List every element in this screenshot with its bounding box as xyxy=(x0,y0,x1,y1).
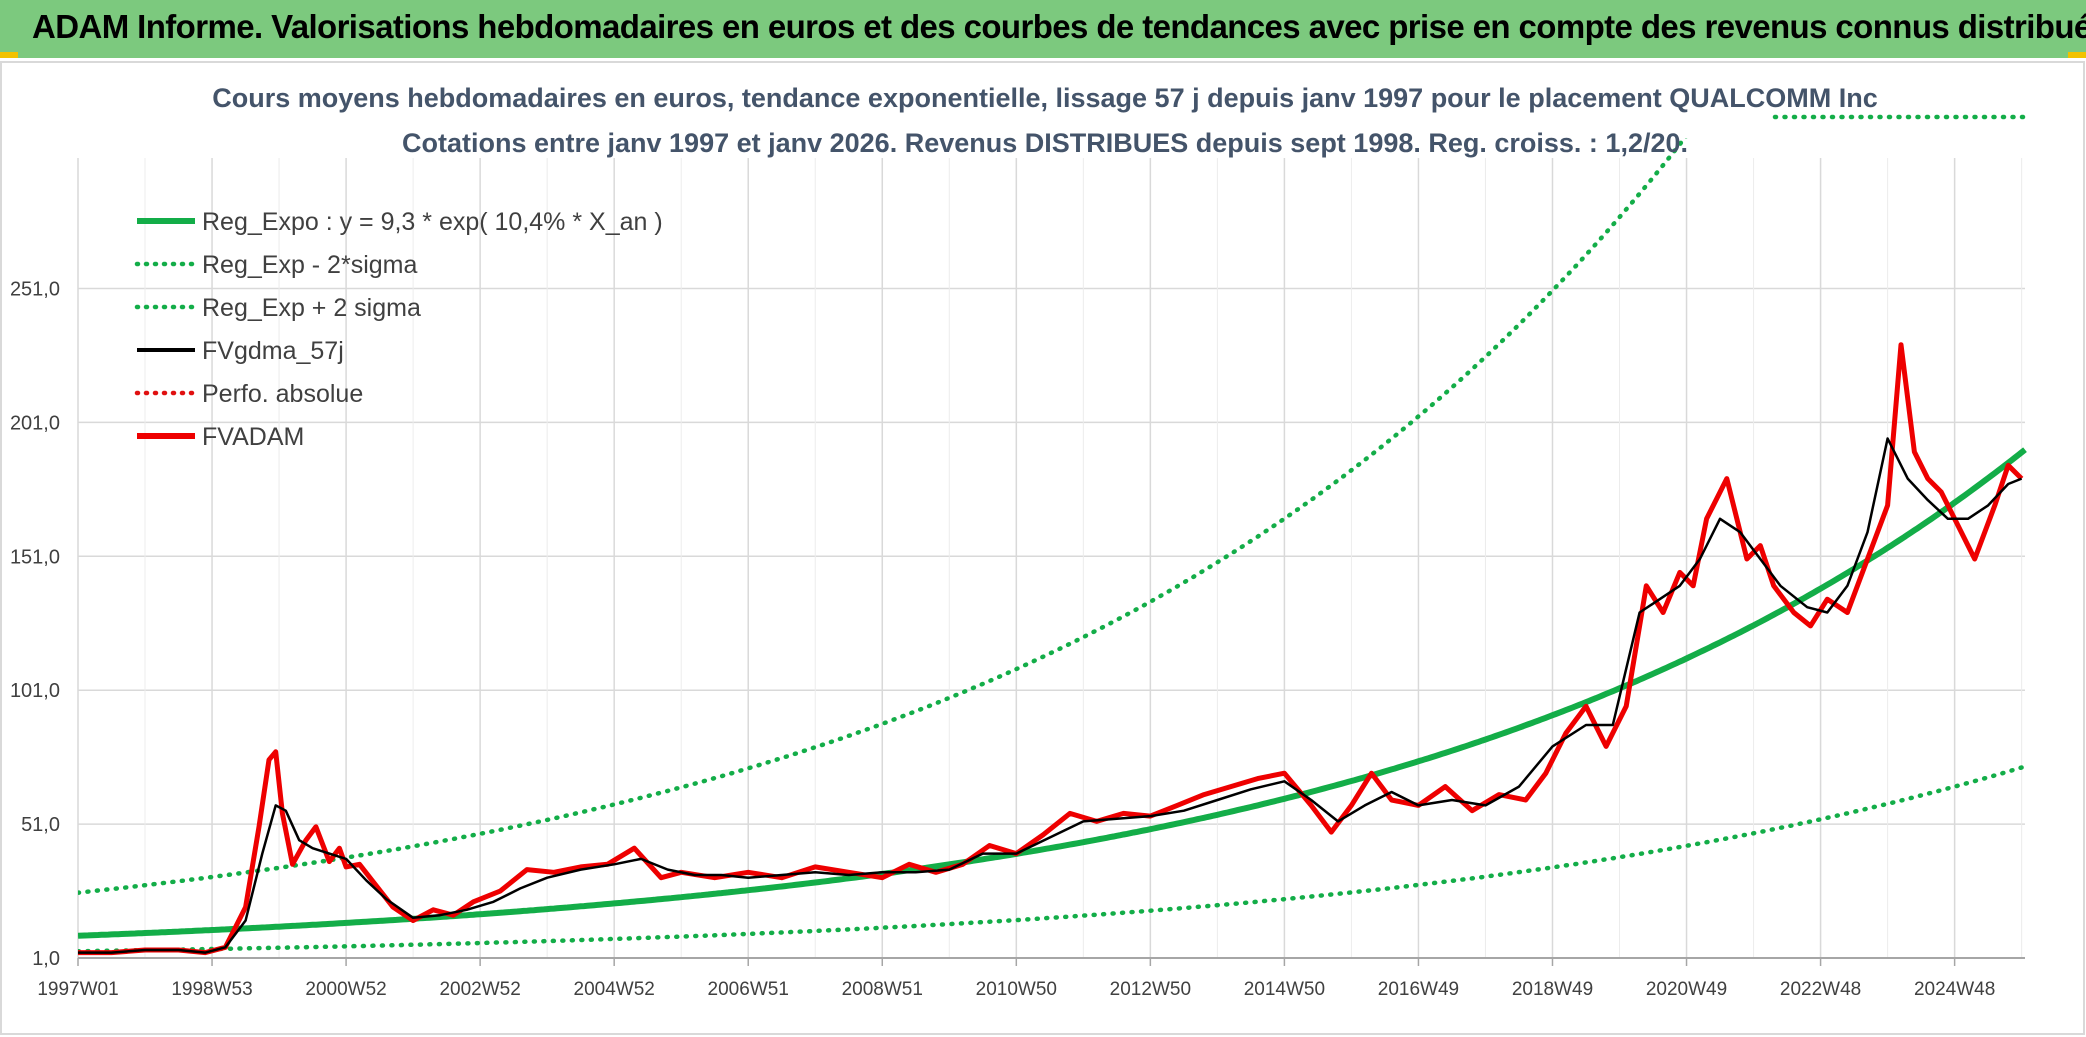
series-reg-expo xyxy=(78,447,2027,939)
y-tick-label: 201,0 xyxy=(10,412,60,434)
x-tick-label: 2000W52 xyxy=(305,979,386,1000)
x-tick-label: 2016W49 xyxy=(1378,979,1459,1000)
chart-frame: 1,0 51,0 101,0 151,0 201,0 251,0 1997W01 1998W5… xyxy=(0,58,2086,1037)
y-tick-label: 151,0 xyxy=(10,546,60,568)
y-tick-label: 101,0 xyxy=(10,680,60,702)
chart-title: Cours moyens hebdomadaires en euros, ten… xyxy=(212,83,1877,113)
chart-legend: Reg_Expo : y = 9,3 * exp( 10,4% * X_an )… xyxy=(134,208,663,451)
y-tick-label: 251,0 xyxy=(10,279,60,301)
y-tick-label: 51,0 xyxy=(21,814,60,836)
series-reg-exp-minus-2sigma xyxy=(78,764,2028,954)
series-fvgdma-57j xyxy=(78,437,2023,954)
x-tick-label: 2018W49 xyxy=(1512,979,1593,1000)
y-tick-label: 1,0 xyxy=(32,948,60,970)
x-tick-label: 1997W01 xyxy=(37,979,118,1000)
chart-subtitle: Cotations entre janv 1997 et janv 2026. … xyxy=(402,128,1688,158)
legend-label: FVADAM xyxy=(202,423,304,451)
report-title: ADAM Informe. Valorisations hebdomadaire… xyxy=(32,8,2086,45)
axis-layer: 1,0 51,0 101,0 151,0 201,0 251,0 1997W01 1998W5… xyxy=(10,114,2028,1000)
report-banner: ADAM Informe. Valorisations hebdomadaire… xyxy=(0,0,2086,59)
legend-label: Reg_Exp - 2*sigma xyxy=(202,251,417,279)
series-fvadam xyxy=(78,342,2024,956)
series-reg-exp-plus-2sigma xyxy=(78,138,1688,895)
x-tick-label: 2004W52 xyxy=(574,979,655,1000)
x-tick-label: 2022W48 xyxy=(1780,979,1861,1000)
x-tick-label: 2014W50 xyxy=(1244,979,1325,1000)
banner-corner-right xyxy=(2068,52,2086,58)
chart-background xyxy=(0,58,2086,1037)
legend-label: Reg_Exp + 2 sigma xyxy=(202,294,421,322)
x-tick-label: 2010W50 xyxy=(976,979,1057,1000)
x-tick-label: 2006W51 xyxy=(708,979,789,1000)
x-tick-label: 2002W52 xyxy=(439,979,520,1000)
grid-layer xyxy=(77,158,2025,959)
legend-label: FVgdma_57j xyxy=(202,337,344,365)
banner-corner-left xyxy=(0,52,18,58)
legend-label: Perfo. absolue xyxy=(202,380,363,408)
x-tick-label: 2008W51 xyxy=(842,979,923,1000)
series-layer xyxy=(78,138,2028,956)
x-tick-label: 1998W53 xyxy=(171,979,252,1000)
x-tick-label: 2012W50 xyxy=(1110,979,1191,1000)
x-tick-label: 2024W48 xyxy=(1914,979,1995,1000)
chart-svg: 1,0 51,0 101,0 151,0 201,0 251,0 1997W01 1998W5… xyxy=(0,58,2086,1037)
chart-border xyxy=(0,61,2085,1035)
legend-label: Reg_Expo : y = 9,3 * exp( 10,4% * X_an ) xyxy=(202,208,663,236)
x-tick-label: 2020W49 xyxy=(1646,979,1727,1000)
